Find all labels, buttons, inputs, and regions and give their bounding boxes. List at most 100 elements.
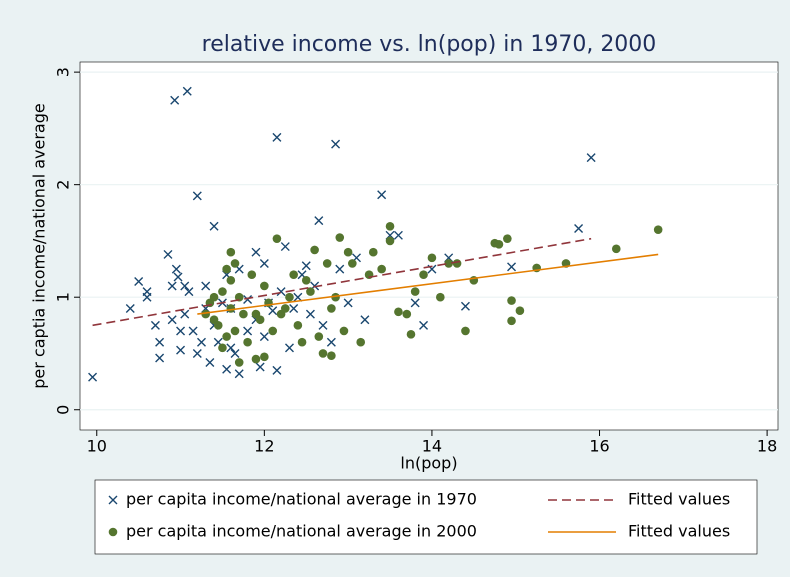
point [180, 309, 190, 319]
point [234, 358, 244, 367]
point [285, 292, 294, 302]
point [348, 259, 357, 268]
point [280, 242, 290, 252]
point [293, 292, 303, 302]
point [226, 343, 236, 353]
point [209, 292, 219, 302]
point [586, 153, 596, 163]
point [289, 270, 298, 279]
legend-label: Fitted values [628, 490, 730, 509]
point [402, 309, 412, 319]
point [268, 326, 278, 336]
point [155, 353, 165, 363]
point [343, 298, 353, 308]
point [460, 301, 470, 311]
point [259, 258, 269, 268]
point [167, 315, 177, 325]
point [171, 264, 181, 274]
point [305, 309, 315, 319]
point [393, 230, 403, 240]
point [335, 233, 345, 242]
point [218, 287, 227, 296]
point [494, 240, 504, 249]
point [574, 224, 584, 234]
point [155, 337, 165, 347]
point [247, 270, 257, 279]
legend-marker [108, 495, 118, 505]
point [222, 364, 232, 374]
point [306, 287, 315, 296]
point [385, 222, 395, 231]
y-tick-label: 1 [54, 292, 73, 302]
point [125, 303, 135, 313]
point [327, 351, 336, 361]
point [394, 307, 403, 317]
point [611, 244, 621, 254]
point [410, 298, 420, 308]
point [360, 315, 370, 325]
point [515, 306, 525, 316]
point [377, 190, 387, 200]
point [314, 332, 324, 341]
point [259, 332, 269, 342]
point [163, 249, 173, 259]
point [230, 259, 240, 268]
legend [94, 479, 758, 555]
point [201, 281, 211, 291]
point [234, 292, 244, 302]
point [280, 304, 290, 313]
point [230, 326, 240, 336]
point [444, 259, 453, 268]
x-axis-label: ln(pop) [400, 454, 457, 473]
point [503, 234, 512, 243]
point [209, 221, 219, 231]
point [260, 352, 269, 362]
point [255, 362, 265, 372]
point [192, 191, 202, 201]
point [385, 236, 395, 246]
point [188, 326, 198, 336]
point [272, 365, 282, 375]
point [356, 337, 366, 347]
point [226, 276, 236, 285]
y-tick-label: 3 [54, 67, 73, 77]
point [182, 86, 192, 96]
point [318, 349, 328, 358]
point [507, 296, 516, 305]
point [507, 262, 517, 272]
point [301, 261, 311, 271]
point [272, 234, 282, 243]
point [222, 332, 231, 341]
point [234, 369, 244, 379]
point [368, 247, 378, 257]
point [184, 287, 194, 297]
point [180, 281, 190, 291]
point [205, 357, 215, 367]
point [326, 337, 336, 347]
point [377, 264, 386, 274]
point [150, 320, 160, 330]
legend-label: per capita income/national average in 20… [126, 522, 477, 541]
point [251, 309, 261, 319]
point [436, 292, 445, 302]
y-tick-label: 2 [54, 180, 73, 190]
point [331, 139, 341, 149]
point [226, 247, 236, 257]
y-axis-label: per captia income/national average [30, 103, 49, 388]
x-tick-label: 12 [254, 437, 274, 456]
point [297, 337, 307, 347]
point [197, 337, 206, 347]
x-tick-label: 18 [757, 437, 777, 456]
legend-label: Fitted values [628, 522, 730, 541]
point [653, 225, 663, 234]
point [243, 337, 252, 347]
point [293, 321, 303, 330]
point [301, 276, 311, 285]
point [243, 294, 253, 304]
plot-area [79, 61, 779, 431]
point [427, 253, 437, 263]
legend-label: per capita income/national average in 19… [126, 490, 477, 509]
point [507, 316, 516, 326]
point [192, 348, 202, 358]
